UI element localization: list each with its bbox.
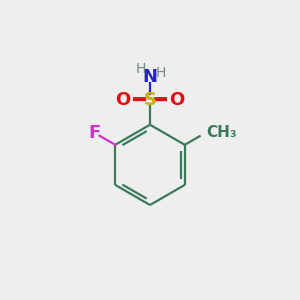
Text: S: S <box>143 92 157 110</box>
Text: O: O <box>116 92 131 110</box>
Text: CH₃: CH₃ <box>206 125 237 140</box>
Text: O: O <box>169 92 184 110</box>
Text: H: H <box>156 66 166 80</box>
Text: H: H <box>135 62 146 76</box>
Text: F: F <box>88 124 101 142</box>
Text: N: N <box>142 68 158 86</box>
